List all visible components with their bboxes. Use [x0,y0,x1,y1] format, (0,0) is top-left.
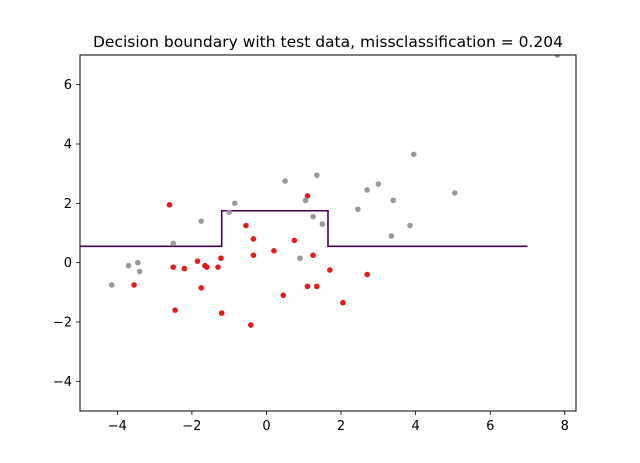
red-class-point [310,252,316,259]
red-class-point [304,193,311,199]
red-class-point [204,264,210,270]
gray-class-point [390,197,397,204]
gray-class-point [108,282,115,288]
red-class-point [291,237,298,244]
y-tick-label: −2 [53,316,72,331]
x-tick-label: 8 [561,419,569,434]
gray-class-point [282,178,288,184]
plot-frame [79,54,577,412]
decision-boundary-line [80,209,528,248]
gray-class-point [452,190,458,196]
red-class-point [340,299,346,306]
gray-class-point [231,200,238,207]
chart-title: Decision boundary with test data, misscl… [93,33,563,51]
gray-class-point [407,222,413,229]
red-class-point [218,255,224,262]
gray-class-point [319,221,326,227]
gray-class-point [136,268,143,275]
gray-class-point [310,213,316,220]
gray-class-point [170,240,177,247]
gray-class-point [135,259,141,266]
y-tick-label: −4 [53,375,72,390]
x-tick-label: 4 [411,419,419,434]
red-class-point [243,222,249,229]
y-tick-label: 0 [64,256,72,271]
red-class-point [170,264,177,270]
red-class-point [314,283,320,290]
gray-class-point [198,218,204,224]
gray-class-point [364,187,370,193]
plot-content [80,55,561,328]
red-class-point [194,258,201,264]
red-class-point [215,264,221,270]
gray-class-point [226,209,232,216]
red-class-point [166,202,173,208]
x-tick-label: 0 [262,419,270,434]
red-class-point [327,267,333,273]
red-class-point [280,292,287,299]
red-class-point [218,310,225,316]
gray-class-point [388,233,395,239]
red-class-point [250,236,257,242]
x-tick-label: −4 [108,419,127,434]
x-tick-label: 6 [486,419,494,434]
x-tick-label: −2 [182,419,201,434]
red-class-point [198,285,204,291]
red-class-point [131,282,137,288]
gray-class-point [297,255,303,262]
x-tick-label: 2 [337,419,345,434]
y-tick-label: 4 [64,138,72,153]
gray-class-point [410,151,417,158]
red-class-point [250,252,257,259]
red-class-point [181,265,188,272]
red-class-point [364,271,370,278]
red-class-point [248,322,254,328]
red-class-point [172,307,178,313]
red-class-point [304,283,311,290]
gray-class-point [554,55,561,58]
axis-ticks: −4 −2 0 2 4 6 8 −4 −2 0 2 4 6 [53,78,569,434]
gray-class-point [125,262,132,269]
gray-class-point [355,206,361,213]
gray-class-point [302,197,309,204]
gray-class-point [314,172,320,178]
gray-class-point [375,181,382,187]
red-class-point [271,248,277,254]
y-tick-label: 6 [64,78,72,93]
y-tick-label: 2 [64,197,72,212]
